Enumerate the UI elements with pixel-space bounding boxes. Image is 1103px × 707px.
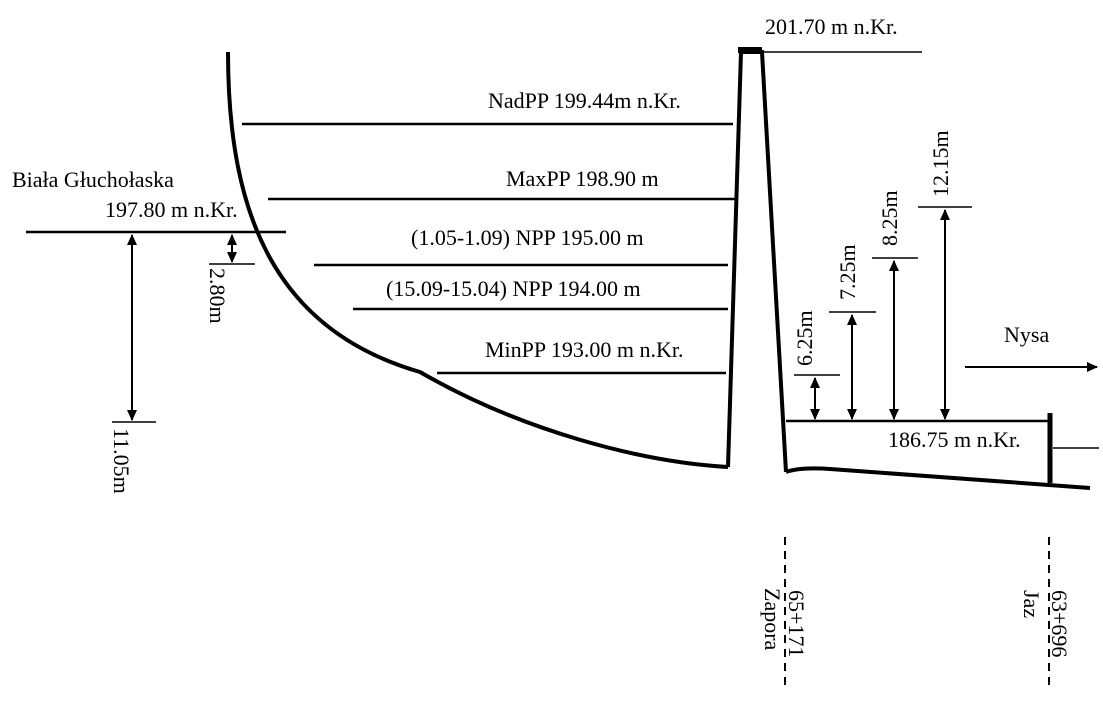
reservoir-bank-profile	[226, 51, 729, 469]
npp-summer-level-label: (1.05-1.09) NPP 195.00 m	[411, 225, 644, 250]
dimension-label-8-25: 8.25m	[877, 190, 902, 246]
tailwater-level-label: 186.75 m n.Kr.	[888, 427, 1021, 452]
dimension-label-6-25: 6.25m	[792, 310, 817, 366]
dam-station-name: Zapora	[760, 588, 785, 651]
inflow-river-name: Biała Głuchołaska	[12, 167, 174, 192]
inflow-level-label: 197.80 m n.Kr.	[105, 197, 238, 222]
dam-body	[726, 50, 788, 473]
river-bed-downstream	[785, 466, 1091, 490]
crest-level-label: 201.70 m n.Kr.	[765, 14, 898, 39]
dam-station-km: 65+171	[784, 590, 809, 657]
minpp-level-label: MinPP 193.00 m n.Kr.	[485, 337, 683, 362]
dimension-label-7-25: 7.25m	[835, 244, 860, 300]
nadpp-level-label: NadPP 199.44m n.Kr.	[488, 88, 681, 113]
maxpp-level-label: MaxPP 198.90 m	[506, 166, 659, 191]
weir-station-name: Jaz	[1019, 590, 1044, 618]
outflow-river-name: Nysa	[1004, 322, 1049, 347]
dimension-label-12-15: 12.15m	[928, 130, 953, 197]
dimension-label-2-80: 2.80m	[205, 268, 230, 324]
dimension-label-11-05: 11.05m	[109, 428, 134, 494]
dam-crest	[738, 47, 762, 53]
weir-station-km: 63+696	[1047, 590, 1072, 657]
npp-winter-level-label: (15.09-15.04) NPP 194.00 m	[386, 276, 641, 301]
